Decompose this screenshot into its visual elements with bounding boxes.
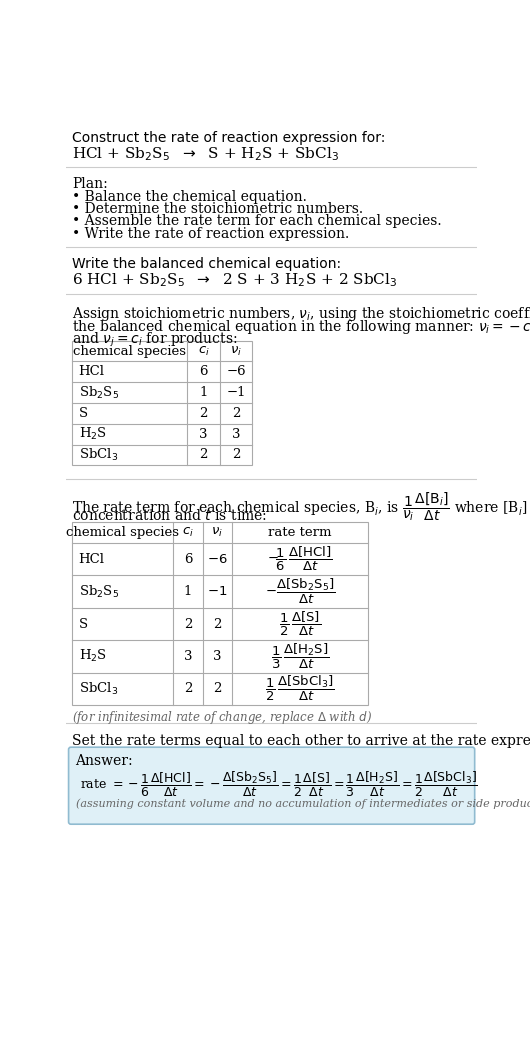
Text: SbCl$_3$: SbCl$_3$ (78, 447, 118, 463)
Text: Plan:: Plan: (73, 177, 108, 192)
Text: HCl: HCl (78, 366, 104, 378)
Text: (assuming constant volume and no accumulation of intermediates or side products): (assuming constant volume and no accumul… (76, 799, 530, 810)
Text: $\dfrac{1}{2}\,\dfrac{\Delta[\mathrm{S}]}{\Delta t}$: $\dfrac{1}{2}\,\dfrac{\Delta[\mathrm{S}]… (279, 610, 321, 638)
Text: 3: 3 (199, 427, 208, 441)
Text: concentration and $t$ is time:: concentration and $t$ is time: (73, 508, 268, 523)
Text: • Assemble the rate term for each chemical species.: • Assemble the rate term for each chemic… (73, 215, 442, 228)
Bar (73, 341, 252, 466)
Text: −6: −6 (226, 366, 246, 378)
Text: 3: 3 (213, 650, 222, 663)
Text: $\nu_i$: $\nu_i$ (211, 526, 223, 540)
Text: • Write the rate of reaction expression.: • Write the rate of reaction expression. (73, 227, 350, 241)
Text: $\nu_i$: $\nu_i$ (230, 345, 242, 357)
Text: $-6$: $-6$ (207, 553, 228, 566)
Text: 2: 2 (184, 683, 192, 695)
Text: $c_i$: $c_i$ (198, 345, 209, 357)
Text: chemical species: chemical species (73, 345, 187, 357)
Text: $-\dfrac{\Delta[\mathrm{Sb}_2\mathrm{S}_5]}{\Delta t}$: $-\dfrac{\Delta[\mathrm{Sb}_2\mathrm{S}_… (264, 577, 335, 606)
Text: • Balance the chemical equation.: • Balance the chemical equation. (73, 190, 307, 204)
Text: rate $= -\dfrac{1}{6}\dfrac{\Delta[\mathrm{HCl}]}{\Delta t}= -\dfrac{\Delta[\mat: rate $= -\dfrac{1}{6}\dfrac{\Delta[\math… (80, 770, 478, 798)
Text: SbCl$_3$: SbCl$_3$ (78, 680, 118, 697)
Text: HCl: HCl (78, 553, 104, 566)
Text: 2: 2 (213, 618, 222, 630)
Text: the balanced chemical equation in the following manner: $\nu_i = -c_i$ for react: the balanced chemical equation in the fo… (73, 318, 530, 336)
Text: • Determine the stoichiometric numbers.: • Determine the stoichiometric numbers. (73, 202, 364, 216)
Text: HCl + Sb$_2$S$_5$  $\rightarrow$  S + H$_2$S + SbCl$_3$: HCl + Sb$_2$S$_5$ $\rightarrow$ S + H$_2… (73, 145, 340, 163)
Text: 2: 2 (232, 407, 240, 420)
Text: $-\!\dfrac{1}{6}\,\dfrac{\Delta[\mathrm{HCl}]}{\Delta t}$: $-\!\dfrac{1}{6}\,\dfrac{\Delta[\mathrm{… (267, 545, 333, 573)
Text: The rate term for each chemical species, B$_i$, is $\dfrac{1}{\nu_i}\dfrac{\Delt: The rate term for each chemical species,… (73, 490, 530, 523)
Text: Assign stoichiometric numbers, $\nu_i$, using the stoichiometric coefficients, $: Assign stoichiometric numbers, $\nu_i$, … (73, 305, 530, 323)
Text: 6: 6 (199, 366, 208, 378)
Text: S: S (78, 618, 88, 630)
Text: 1: 1 (184, 586, 192, 598)
Text: chemical species: chemical species (66, 526, 179, 540)
Text: 3: 3 (232, 427, 240, 441)
Text: and $\nu_i = c_i$ for products:: and $\nu_i = c_i$ for products: (73, 330, 238, 348)
Text: Answer:: Answer: (76, 754, 133, 768)
Text: (for infinitesimal rate of change, replace $\Delta$ with $d$): (for infinitesimal rate of change, repla… (73, 710, 373, 726)
Text: Sb$_2$S$_5$: Sb$_2$S$_5$ (78, 584, 119, 600)
Text: $c_i$: $c_i$ (182, 526, 194, 540)
Text: $\dfrac{1}{3}\,\dfrac{\Delta[\mathrm{H}_2\mathrm{S}]}{\Delta t}$: $\dfrac{1}{3}\,\dfrac{\Delta[\mathrm{H}_… (271, 642, 329, 671)
Text: H$_2$S: H$_2$S (78, 648, 107, 665)
Text: −1: −1 (226, 387, 246, 399)
Text: H$_2$S: H$_2$S (78, 426, 107, 442)
FancyBboxPatch shape (68, 747, 475, 824)
Text: S: S (78, 407, 88, 420)
Text: 6 HCl + Sb$_2$S$_5$  $\rightarrow$  2 S + 3 H$_2$S + 2 SbCl$_3$: 6 HCl + Sb$_2$S$_5$ $\rightarrow$ 2 S + … (73, 271, 398, 289)
Text: Write the balanced chemical equation:: Write the balanced chemical equation: (73, 257, 341, 272)
Text: 6: 6 (184, 553, 192, 566)
Text: 2: 2 (184, 618, 192, 630)
Text: 2: 2 (232, 448, 240, 462)
Text: $-1$: $-1$ (207, 586, 227, 598)
Bar (73, 522, 368, 704)
Text: $\dfrac{1}{2}\,\dfrac{\Delta[\mathrm{SbCl}_3]}{\Delta t}$: $\dfrac{1}{2}\,\dfrac{\Delta[\mathrm{SbC… (265, 674, 335, 703)
Text: Sb$_2$S$_5$: Sb$_2$S$_5$ (78, 384, 119, 401)
Text: Set the rate terms equal to each other to arrive at the rate expression:: Set the rate terms equal to each other t… (73, 735, 530, 748)
Text: Construct the rate of reaction expression for:: Construct the rate of reaction expressio… (73, 131, 386, 145)
Text: rate term: rate term (268, 526, 332, 540)
Text: 3: 3 (184, 650, 192, 663)
Text: 2: 2 (199, 448, 208, 462)
Text: 2: 2 (199, 407, 208, 420)
Text: 1: 1 (199, 387, 208, 399)
Text: 2: 2 (213, 683, 222, 695)
